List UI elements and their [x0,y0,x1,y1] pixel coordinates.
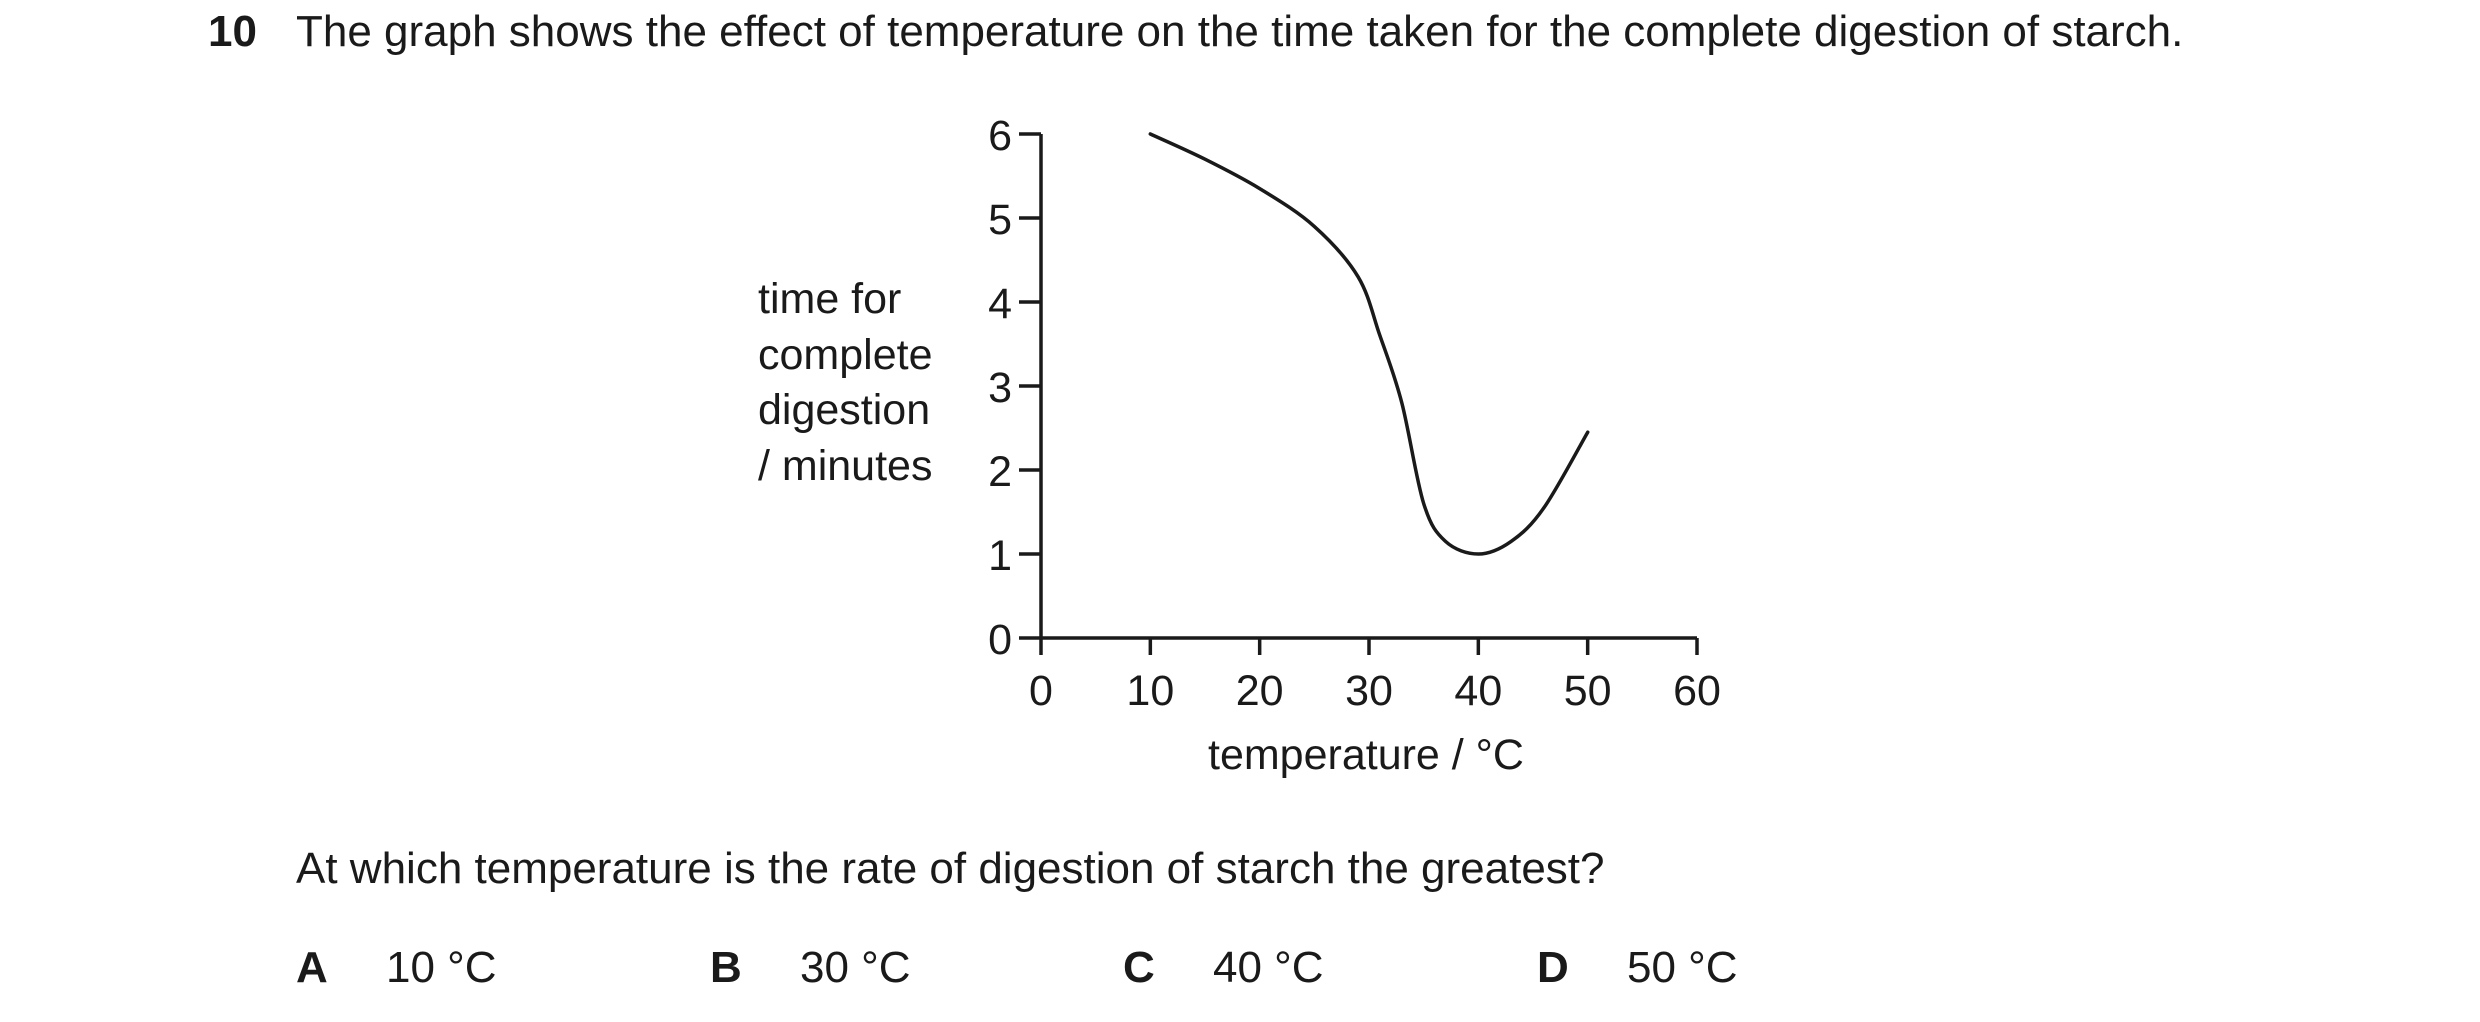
y-tick-label: 2 [988,448,1012,496]
option-text: 40 °C [1213,943,1324,992]
y-tick-label: 5 [988,196,1012,244]
y-axis-label-line: / minutes [758,441,933,490]
question-number: 10 [208,7,257,56]
question-prompt: At which temperature is the rate of dige… [296,844,1605,893]
x-tick-label: 30 [1345,667,1393,715]
y-tick-label: 4 [988,280,1012,328]
option-text: 10 °C [386,943,497,992]
option-letter: B [710,943,742,992]
option-letter: C [1123,943,1155,992]
y-axis-label-line: complete [758,330,933,379]
question-stem: The graph shows the effect of temperatur… [296,7,2184,56]
x-tick-label: 60 [1673,667,1721,715]
x-axis-label: temperature / °C [1208,731,1524,779]
y-axis-label: time for complete digestion / minutes [758,272,932,494]
x-tick-label: 40 [1454,667,1502,715]
series-line [1148,132,1590,556]
y-axis-label-line: time for [758,275,902,323]
y-axis-label-line: digestion [758,386,931,434]
y-tick-label: 0 [988,616,1012,664]
option-text: 30 °C [800,943,911,992]
y-tick-label: 1 [988,532,1012,580]
y-tick-label: 6 [988,112,1012,160]
line-chart: 0 10 20 30 40 50 60 0 1 2 3 4 5 6 [988,112,1721,715]
option-letter: A [296,943,328,992]
option-d[interactable]: D 50 °C [1537,940,1738,996]
x-tick-label: 20 [1236,667,1284,715]
y-tick-label: 3 [988,364,1012,412]
option-letter: D [1537,943,1569,992]
option-a[interactable]: A 10 °C [296,940,497,996]
option-c[interactable]: C 40 °C [1123,940,1324,996]
option-b[interactable]: B 30 °C [710,940,911,996]
x-tick-label: 0 [1029,667,1053,715]
option-text: 50 °C [1627,943,1738,992]
x-tick-label: 50 [1564,667,1612,715]
x-tick-label: 10 [1126,667,1174,715]
